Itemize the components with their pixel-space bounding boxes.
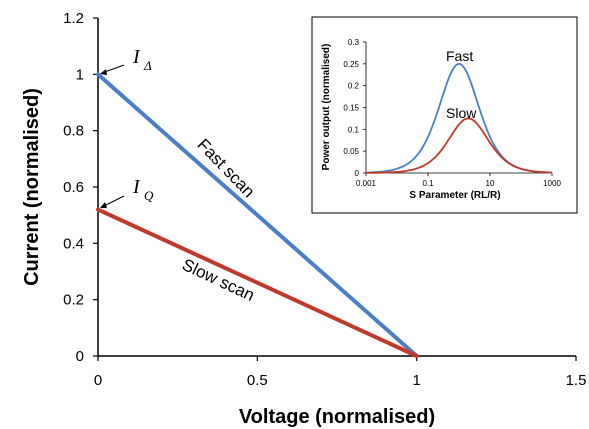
main-y-tick-label: 0.8 bbox=[63, 123, 84, 140]
main-x-tick-label: 0 bbox=[94, 372, 102, 389]
inset-x-tick-label: 10 bbox=[486, 179, 495, 188]
inset-x-tick-label: 1000 bbox=[543, 179, 561, 188]
inset-x-tick-label: 0.1 bbox=[422, 179, 434, 188]
i-q-annotation: I Q bbox=[100, 176, 154, 208]
main-y-tick-label: 1.2 bbox=[63, 10, 84, 27]
inset-y-tick-label: 0.1 bbox=[348, 125, 360, 134]
y-axis-title: Current (normalised) bbox=[21, 88, 43, 286]
main-y-tick-label: 0.6 bbox=[63, 179, 84, 196]
inset-slow-curve bbox=[366, 117, 553, 174]
main-axes: 0 0.2 0.4 0.6 0.8 1 1.2 0 0.5 1 1.5 bbox=[63, 10, 586, 389]
inset-y-tick-label: 0.2 bbox=[348, 82, 360, 91]
main-x-tick-label: 1 bbox=[412, 372, 420, 389]
i-delta-sub: Δ bbox=[143, 58, 152, 73]
x-axis-title: Voltage (normalised) bbox=[239, 406, 435, 428]
i-q-sub: Q bbox=[144, 188, 154, 203]
main-y-tick-label: 1 bbox=[76, 66, 84, 83]
inset-y-axis-title: Power output (normalised) bbox=[321, 44, 332, 171]
i-delta-annotation: I Δ bbox=[100, 46, 152, 75]
inset-x-tick-label: 0.001 bbox=[356, 179, 377, 188]
inset-slow-label: Slow bbox=[446, 105, 477, 121]
main-x-tick-label: 1.5 bbox=[566, 372, 587, 389]
inset-y-tick-label: 0.3 bbox=[348, 38, 360, 47]
main-y-tick-label: 0 bbox=[76, 348, 84, 365]
main-y-tick-label: 0.4 bbox=[63, 235, 84, 252]
main-y-tick-label: 0.2 bbox=[63, 292, 84, 309]
slow-scan-line bbox=[96, 207, 419, 358]
inset-y-tick-label: 0 bbox=[355, 169, 360, 178]
inset-y-tick-label: 0.15 bbox=[343, 104, 359, 113]
slow-scan-label: Slow scan bbox=[179, 255, 257, 305]
inset-chart: 0 0.05 0.1 0.15 0.2 0.25 0.3 0.001 0.1 10 1000 Po… bbox=[311, 16, 578, 214]
fast-scan-line bbox=[96, 72, 419, 358]
inset-fast-label: Fast bbox=[446, 48, 473, 64]
i-q-arrowhead bbox=[100, 202, 107, 208]
i-q-base: I bbox=[132, 176, 141, 198]
i-delta-arrowhead bbox=[100, 69, 107, 75]
inset-x-axis-title: S Parameter (RL/R) bbox=[409, 190, 500, 201]
main-x-tick-label: 0.5 bbox=[247, 372, 268, 389]
inset-frame bbox=[311, 16, 578, 214]
i-delta-base: I bbox=[132, 46, 141, 68]
inset-y-tick-label: 0.25 bbox=[343, 60, 359, 69]
inset-y-tick-label: 0.05 bbox=[343, 147, 359, 156]
